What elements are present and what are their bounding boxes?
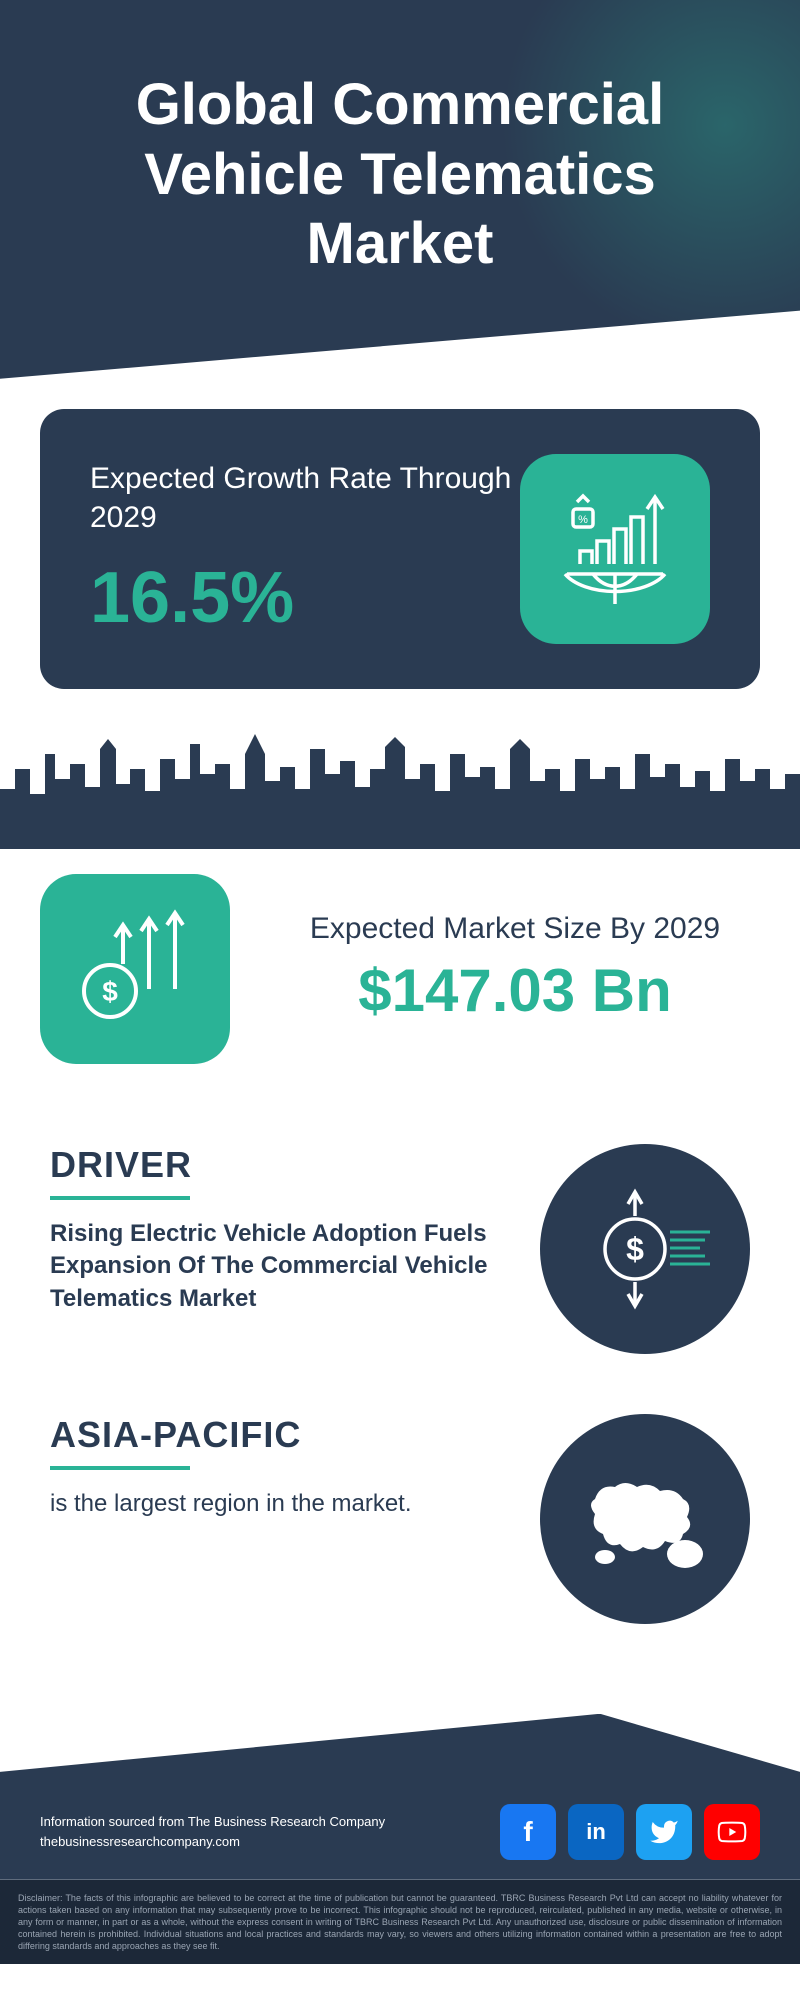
- source-line-2: thebusinessresearchcompany.com: [40, 1832, 385, 1852]
- growth-chart-globe-icon: %: [520, 454, 710, 644]
- market-size-value: $147.03 Bn: [270, 956, 760, 1025]
- svg-text:$: $: [626, 1231, 644, 1267]
- header-section: Global Commercial Vehicle Telematics Mar…: [0, 0, 800, 379]
- footer-section: Information sourced from The Business Re…: [0, 1714, 800, 1880]
- linkedin-icon[interactable]: in: [568, 1804, 624, 1860]
- twitter-icon[interactable]: [636, 1804, 692, 1860]
- globe-map-icon: [540, 1414, 750, 1624]
- heading-underline: [50, 1196, 190, 1200]
- region-heading: ASIA-PACIFIC: [50, 1414, 500, 1456]
- main-title: Global Commercial Vehicle Telematics Mar…: [60, 70, 740, 279]
- svg-text:$: $: [102, 976, 118, 1007]
- region-section: ASIA-PACIFIC is the largest region in th…: [0, 1384, 800, 1654]
- youtube-icon[interactable]: [704, 1804, 760, 1860]
- heading-underline: [50, 1466, 190, 1470]
- source-line-1: Information sourced from The Business Re…: [40, 1812, 385, 1832]
- disclaimer-text: Disclaimer: The facts of this infographi…: [0, 1880, 800, 1965]
- infographic-root: Global Commercial Vehicle Telematics Mar…: [0, 0, 800, 1964]
- driver-heading: DRIVER: [50, 1144, 500, 1186]
- skyline-silhouette: [0, 719, 800, 849]
- facebook-icon[interactable]: f: [500, 1804, 556, 1860]
- dollar-arrows-icon: $: [40, 874, 230, 1064]
- region-text-block: ASIA-PACIFIC is the largest region in th…: [50, 1414, 500, 1520]
- driver-section: DRIVER Rising Electric Vehicle Adoption …: [0, 1114, 800, 1384]
- source-attribution: Information sourced from The Business Re…: [40, 1812, 385, 1851]
- growth-text-block: Expected Growth Rate Through 2029 16.5%: [90, 459, 520, 639]
- growth-rate-card: Expected Growth Rate Through 2029 16.5%: [40, 409, 760, 689]
- market-size-section: $ Expected Market Size By 2029 $147.03 B…: [0, 854, 800, 1114]
- growth-label: Expected Growth Rate Through 2029: [90, 459, 520, 537]
- social-links: f in: [500, 1804, 760, 1860]
- transfer-dollar-icon: $: [540, 1144, 750, 1354]
- svg-text:%: %: [578, 514, 588, 526]
- driver-description: Rising Electric Vehicle Adoption Fuels E…: [50, 1218, 500, 1315]
- region-description: is the largest region in the market.: [50, 1488, 500, 1520]
- market-size-label: Expected Market Size By 2029: [270, 912, 760, 946]
- market-text-block: Expected Market Size By 2029 $147.03 Bn: [270, 912, 760, 1025]
- driver-text-block: DRIVER Rising Electric Vehicle Adoption …: [50, 1144, 500, 1315]
- growth-value: 16.5%: [90, 557, 520, 639]
